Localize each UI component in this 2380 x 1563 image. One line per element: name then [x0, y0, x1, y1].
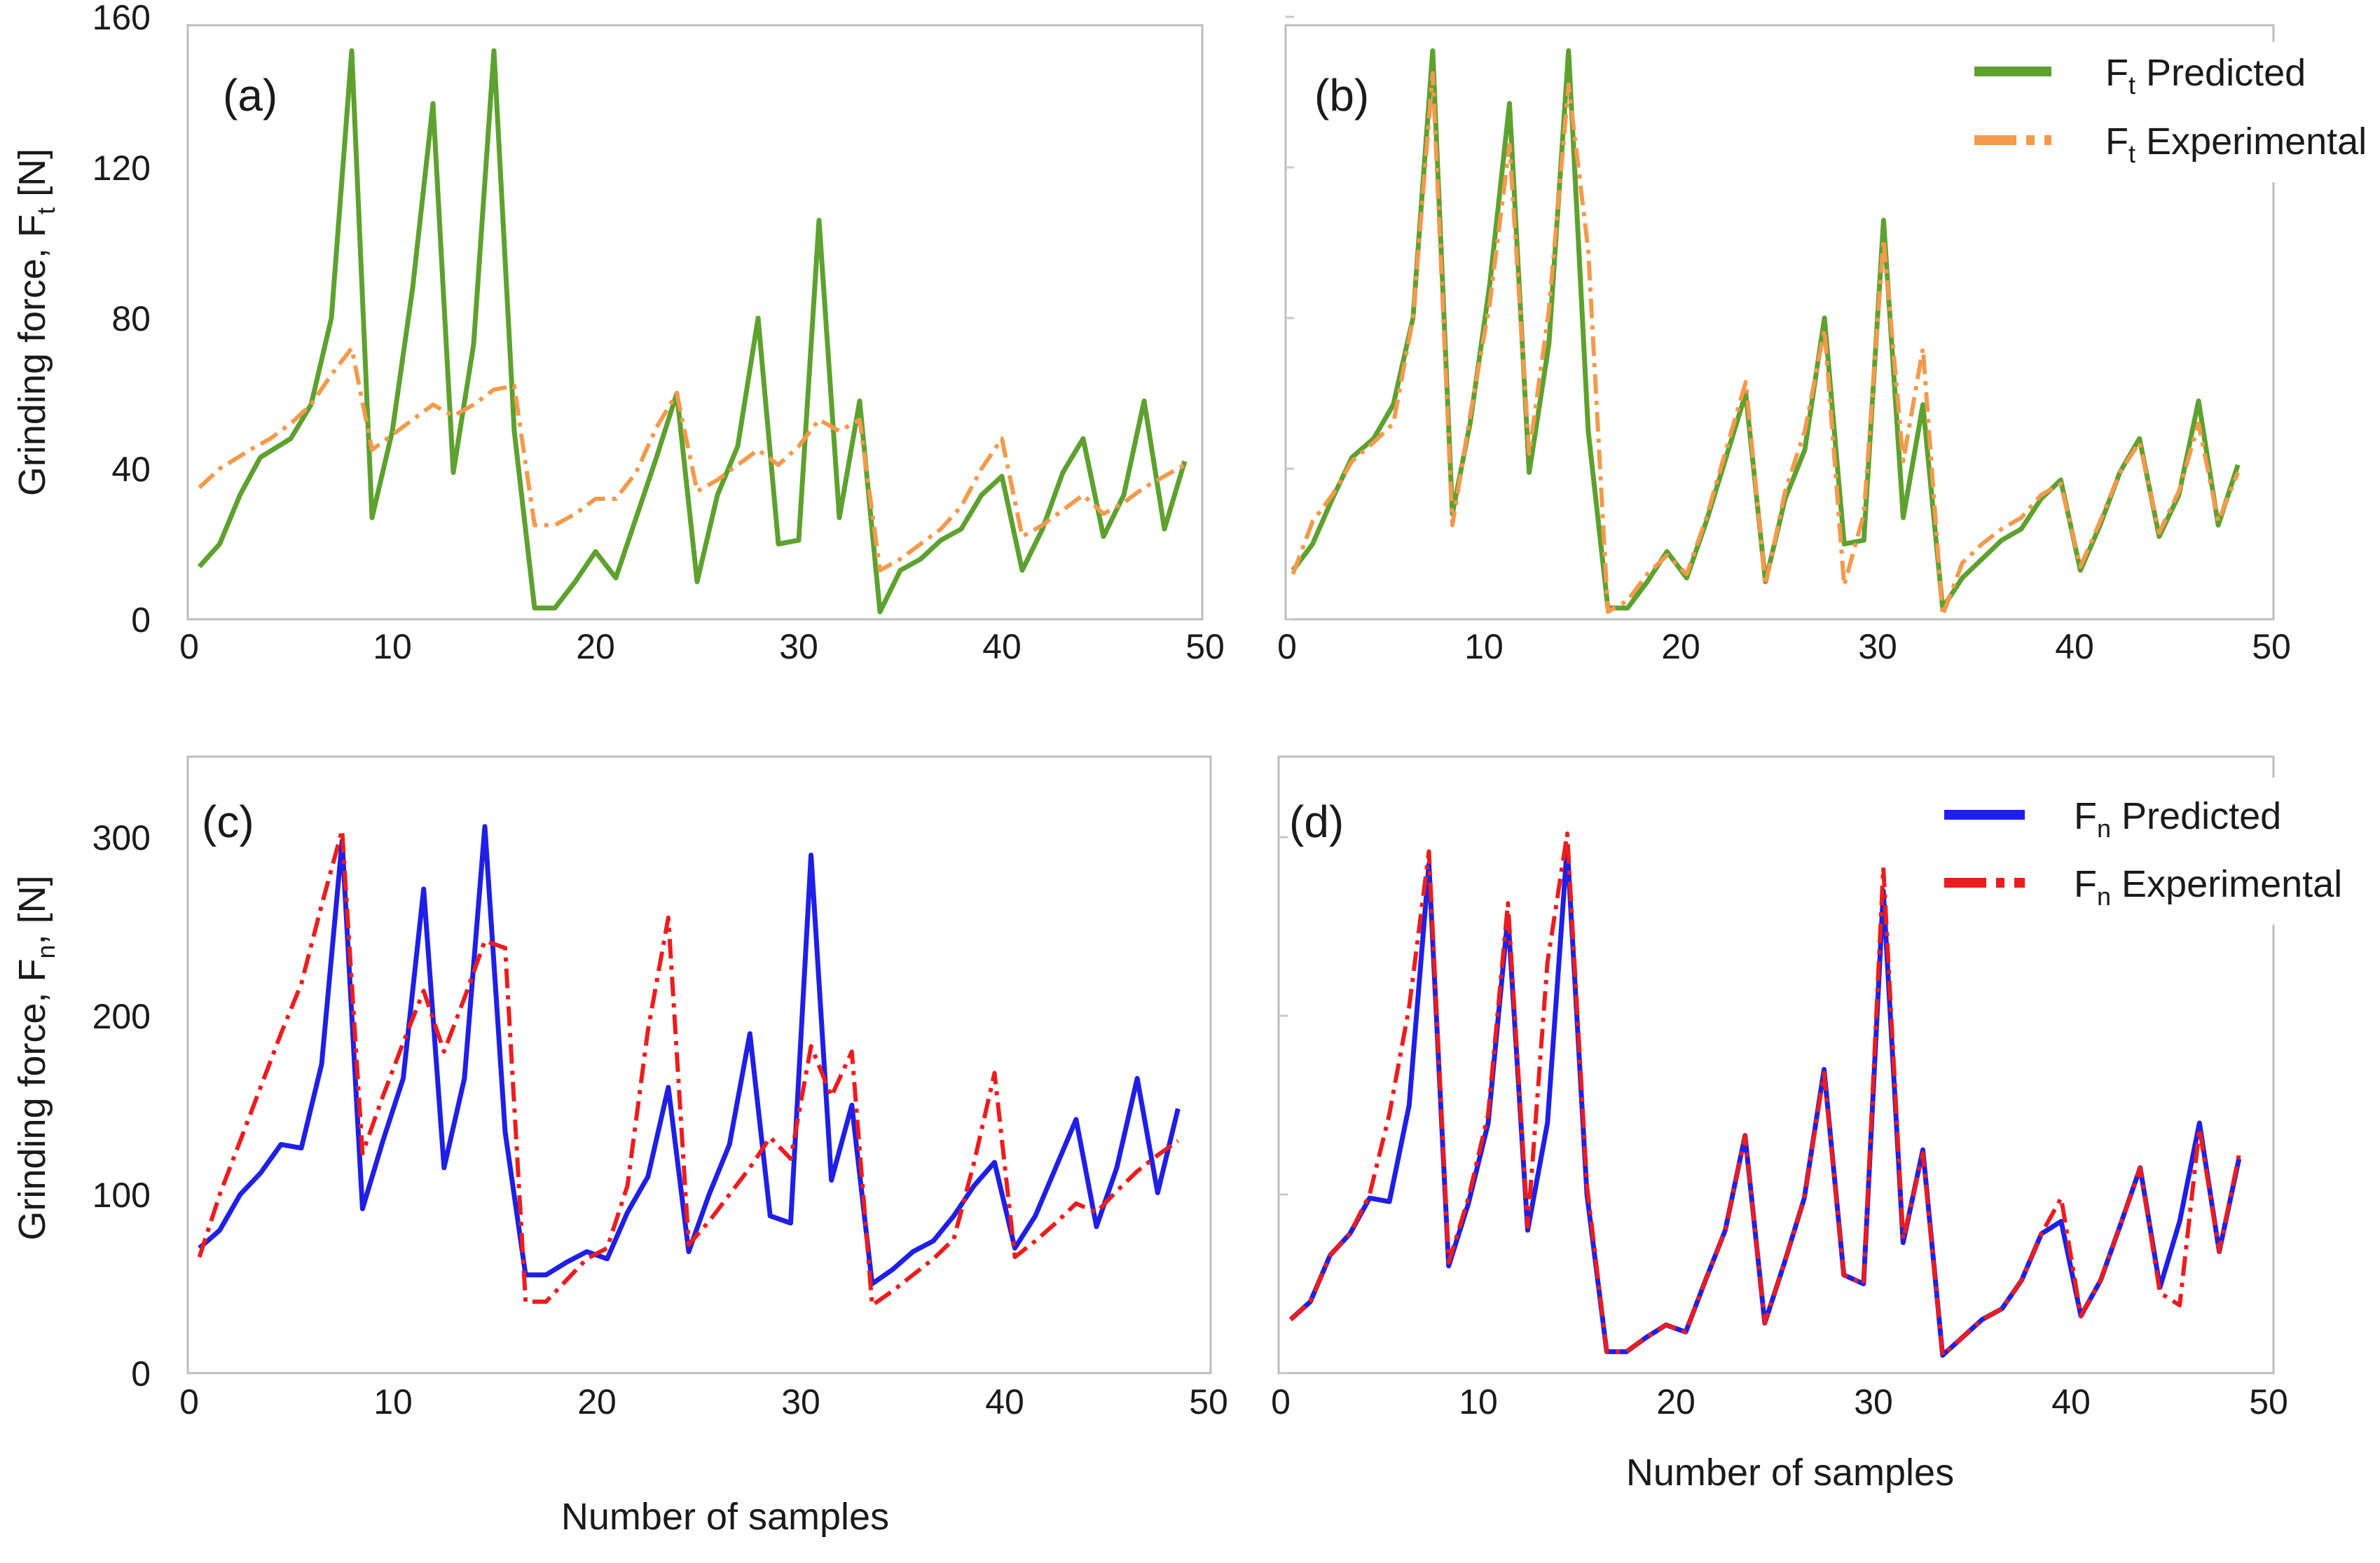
legend-fn-predicted-label: Fn Predicted: [2074, 795, 2281, 843]
panel-c: (c) 0 10 20 30 40 50 0 100 200 300: [92, 755, 1228, 1421]
plot-frame-a: [186, 24, 1204, 621]
legend-top: Ft Predicted Ft Experimental: [1955, 42, 2378, 182]
series-lines-a: [197, 48, 1188, 614]
legend-fn-experimental-label: Fn Experimental: [2074, 863, 2342, 911]
series-line-ft-experimental: [198, 346, 1186, 573]
series-line-fn-predicted: [198, 824, 1181, 1286]
x-ticks-c: 0 10 20 30 40 50: [179, 1382, 1228, 1421]
x-tick-label: 50: [1189, 1382, 1228, 1421]
x-tick-label: 50: [2252, 627, 2291, 666]
y-ticks-a: 0 40 80 120 160: [92, 0, 151, 640]
panel-b: (b) 0 10 20 30 40 50: [1277, 15, 2291, 666]
plot-frame-c: [186, 755, 1212, 1375]
y-ticks-c: 0 100 200 300: [92, 818, 151, 1393]
x-tick-label: 50: [1185, 627, 1225, 666]
plot-frame-b: [1284, 24, 2275, 621]
y-tick-label: 0: [131, 600, 151, 640]
legend-ft-predicted-label: Ft Predicted: [2105, 52, 2306, 99]
x-tick-label: 0: [1277, 627, 1297, 666]
series-line-ft-experimental: [1291, 71, 2240, 618]
x-tick-label: 10: [1464, 627, 1504, 666]
panel-label-a: (a): [223, 70, 277, 121]
x-tick-label: 30: [1854, 1382, 1893, 1421]
x-tick-label: 40: [982, 627, 1022, 666]
legend-ft-experimental-label: Ft Experimental: [2105, 121, 2367, 168]
x-tick-label: 20: [1661, 627, 1700, 666]
y-tick-label: 300: [92, 818, 151, 858]
panel-label-b: (b): [1314, 70, 1369, 121]
x-tick-label: 10: [1459, 1382, 1498, 1421]
y-tick-label: 100: [92, 1176, 151, 1215]
x-tick-label: 50: [2249, 1382, 2288, 1421]
x-tick-label: 30: [1858, 627, 1897, 666]
y-tick-label: 80: [111, 299, 151, 338]
panel-a: (a) 0 10 20 30 40 50 0 40 80 120 160: [92, 0, 1225, 666]
y-axis-label-bottom: Grinding force, Fn, [N]: [11, 875, 60, 1240]
legend-bottom-background: [1934, 778, 2354, 925]
x-ticks-d: 0 10 20 30 40 50: [1271, 1382, 2288, 1421]
plot-frame-d: [1277, 755, 2275, 1375]
x-tick-label: 40: [2051, 1382, 2091, 1421]
x-tick-label: 0: [179, 627, 199, 666]
series-line-fn-experimental: [1289, 831, 2241, 1358]
x-ticks-a: 0 10 20 30 40 50: [179, 627, 1225, 666]
x-tick-label: 40: [985, 1382, 1024, 1421]
x-ticks-b: 0 10 20 30 40 50: [1277, 627, 2291, 666]
x-tick-label: 10: [373, 627, 412, 666]
x-tick-label: 0: [1271, 1382, 1291, 1421]
legend-top-background: [1955, 42, 2378, 182]
x-tick-label: 30: [779, 627, 818, 666]
x-tick-label: 20: [577, 1382, 617, 1421]
panel-d: (d) 0 10 20 30 40 50: [1271, 755, 2288, 1421]
y-tick-label: 0: [131, 1354, 151, 1393]
x-tick-label: 0: [179, 1382, 199, 1421]
panel-label-d: (d): [1289, 797, 1344, 847]
x-axis-label-bottom-right: Number of samples: [1626, 1452, 1954, 1494]
y-axis-label-top: Grinding force, Ft [N]: [11, 149, 60, 496]
x-tick-label: 30: [781, 1382, 820, 1421]
series-line-fn-experimental: [197, 827, 1180, 1308]
series-line-ft-predicted: [197, 48, 1188, 614]
y-tick-label: 200: [92, 997, 151, 1036]
x-axis-label-bottom-left: Number of samples: [561, 1496, 889, 1538]
y-tick-label: 40: [111, 450, 151, 489]
series-lines-b: [1286, 15, 2241, 621]
y-tick-label: 160: [92, 0, 151, 37]
y-tick-label: 120: [92, 149, 151, 188]
x-tick-label: 20: [1656, 1382, 1695, 1421]
series-lines-c: [197, 824, 1181, 1308]
legend-bottom: Fn Predicted Fn Experimental: [1934, 778, 2354, 925]
x-tick-label: 40: [2055, 627, 2094, 666]
panel-label-c: (c): [202, 797, 254, 847]
x-tick-label: 10: [373, 1382, 413, 1421]
x-tick-label: 20: [576, 627, 615, 666]
series-lines-d: [1279, 831, 2242, 1375]
